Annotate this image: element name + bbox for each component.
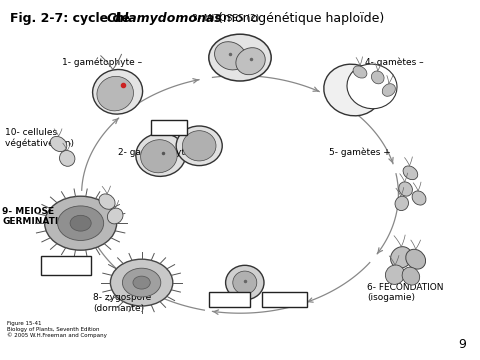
Ellipse shape [97,76,133,111]
Ellipse shape [403,166,418,180]
Ellipse shape [58,206,104,240]
Ellipse shape [412,191,426,205]
Text: 7- zygote: 7- zygote [209,293,252,302]
Ellipse shape [99,194,115,209]
Ellipse shape [382,84,396,96]
Text: 8- zygospore
(dormante): 8- zygospore (dormante) [93,293,152,313]
Ellipse shape [50,136,67,152]
Ellipse shape [45,196,117,250]
Ellipse shape [141,140,177,173]
Ellipse shape [176,126,222,166]
Ellipse shape [402,267,420,285]
Ellipse shape [133,276,150,289]
Text: 9- MEIOSE
GERMINATION: 9- MEIOSE GERMINATION [2,207,74,226]
Text: 5- gamètes +: 5- gamètes + [329,147,391,157]
Text: Fig. 2-7: cycle de: Fig. 2-7: cycle de [10,12,134,24]
Text: 6- FECONDATION
(isogamie): 6- FECONDATION (isogamie) [367,283,444,302]
Text: 9: 9 [458,338,466,351]
Ellipse shape [353,66,367,78]
Ellipse shape [226,265,264,300]
Ellipse shape [391,247,412,268]
Ellipse shape [395,196,408,211]
Ellipse shape [324,64,382,116]
Ellipse shape [122,268,161,297]
Bar [262,292,307,307]
Ellipse shape [70,215,91,231]
Text: 2- gamétophyte +: 2- gamétophyte + [118,147,201,157]
Text: Figure 15-41
Biology of Plants, Seventh Edition
© 2005 W.H.Freeman and Company: Figure 15-41 Biology of Plants, Seventh … [7,321,107,338]
Ellipse shape [108,208,123,224]
Ellipse shape [236,48,265,75]
Ellipse shape [347,64,397,109]
Text: 3- MITOSES (2): 3- MITOSES (2) [192,14,259,23]
Ellipse shape [215,42,246,70]
Ellipse shape [182,131,216,161]
Text: 1- gamétophyte –: 1- gamétophyte – [62,57,143,67]
Bar [41,256,91,275]
Ellipse shape [406,249,426,269]
Ellipse shape [93,69,143,114]
Ellipse shape [209,34,271,81]
Ellipse shape [110,259,173,306]
Text: 10- cellules
végétatives (n): 10- cellules végétatives (n) [5,128,74,148]
Text: 4- gamètes –: 4- gamètes – [365,57,423,67]
Text: Chlamydomonas: Chlamydomonas [107,12,222,24]
Ellipse shape [399,182,412,196]
Ellipse shape [60,150,75,166]
Ellipse shape [233,271,257,294]
Ellipse shape [136,133,186,176]
Ellipse shape [385,265,405,284]
Bar [209,292,250,307]
Text: (monogénétique haploïde): (monogénétique haploïde) [214,12,384,24]
Bar [151,120,187,135]
Ellipse shape [372,71,384,84]
